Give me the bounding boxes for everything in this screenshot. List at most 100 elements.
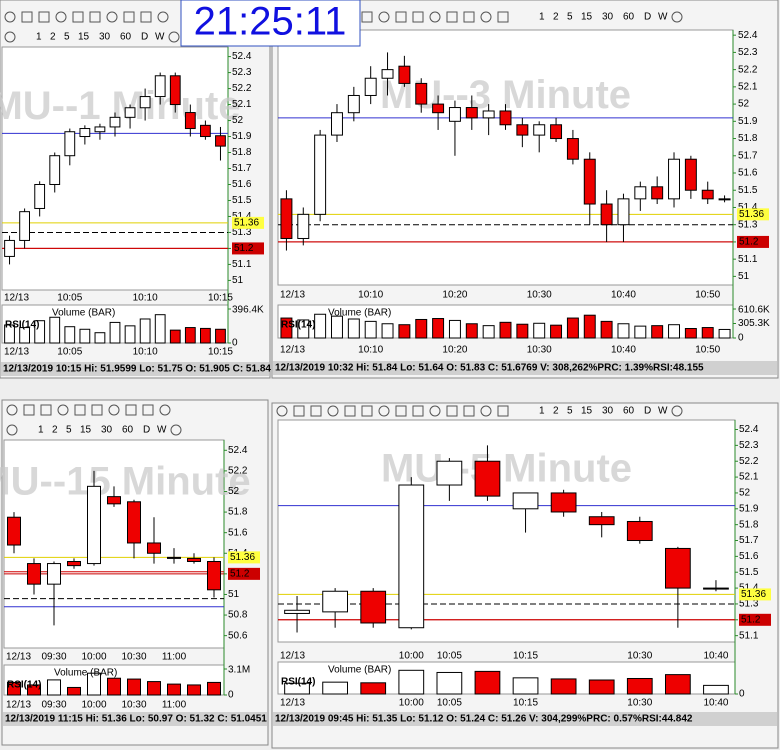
y-tick-label: 50.6 xyxy=(228,630,248,641)
toolbar-icon[interactable] xyxy=(142,404,154,416)
toolbar-icon[interactable] xyxy=(446,11,458,23)
toolbar-icon[interactable] xyxy=(23,404,35,416)
toolbar-icon[interactable] xyxy=(91,404,103,416)
toolbar-icon[interactable] xyxy=(378,405,390,417)
period-button[interactable]: 60 xyxy=(623,406,635,417)
volume-bar xyxy=(474,670,501,695)
period-button[interactable]: 5 xyxy=(64,32,70,43)
toolbar-icon[interactable] xyxy=(344,405,356,417)
toolbar-icon[interactable] xyxy=(412,405,424,417)
period-button[interactable]: 2 xyxy=(52,425,58,436)
toolbar-icon[interactable] xyxy=(57,404,69,416)
volume-bar xyxy=(664,674,691,695)
period-button[interactable]: 2 xyxy=(50,32,56,43)
toolbar-icon[interactable] xyxy=(671,11,683,23)
period-button[interactable]: 15 xyxy=(581,406,593,417)
period-button[interactable]: 2 xyxy=(553,406,559,417)
status-text: 12/13/2019 10:15 Hi: 51.9599 Lo: 51.75 O… xyxy=(3,364,271,375)
period-button[interactable]: D xyxy=(143,425,150,436)
toolbar-icon[interactable] xyxy=(429,405,441,417)
toolbar-icon[interactable] xyxy=(159,404,171,416)
volume-tick-label: 3.1M xyxy=(228,665,250,676)
period-button[interactable]: 1 xyxy=(38,425,44,436)
toolbar-icon[interactable] xyxy=(361,11,373,23)
period-button[interactable]: 15 xyxy=(78,32,90,43)
toolbar-icon[interactable] xyxy=(327,405,339,417)
period-button[interactable]: 5 xyxy=(66,425,72,436)
toolbar-icon[interactable] xyxy=(6,404,18,416)
toolbar-icon[interactable] xyxy=(395,11,407,23)
toolbar-icon[interactable] xyxy=(170,424,182,436)
period-button[interactable]: W xyxy=(658,12,668,23)
period-button[interactable]: 1 xyxy=(539,12,545,23)
period-button[interactable]: 30 xyxy=(602,406,614,417)
toolbar-icon[interactable] xyxy=(125,404,137,416)
period-button[interactable]: 30 xyxy=(99,32,111,43)
period-button[interactable]: 2 xyxy=(553,12,559,23)
period-button[interactable]: D xyxy=(644,406,651,417)
period-button[interactable]: 60 xyxy=(120,32,132,43)
toolbar-icon[interactable] xyxy=(276,405,288,417)
volume-bar xyxy=(107,677,121,696)
period-button[interactable]: 5 xyxy=(567,406,573,417)
y-tick-label: 51.8 xyxy=(228,507,248,518)
toolbar-icon[interactable] xyxy=(361,405,373,417)
period-button[interactable]: 30 xyxy=(602,12,614,23)
toolbar-icon[interactable] xyxy=(4,11,16,23)
toolbar-icon[interactable] xyxy=(378,11,390,23)
toolbar-icon[interactable] xyxy=(74,404,86,416)
period-button[interactable]: 1 xyxy=(539,406,545,417)
toolbar-icon[interactable] xyxy=(429,11,441,23)
volume-bar xyxy=(583,314,596,339)
period-button[interactable]: 15 xyxy=(80,425,92,436)
toolbar-icon[interactable] xyxy=(671,405,683,417)
toolbar-icon[interactable] xyxy=(108,404,120,416)
period-button[interactable]: 60 xyxy=(122,425,134,436)
toolbar-icon[interactable] xyxy=(463,11,475,23)
toolbar-icon[interactable] xyxy=(497,11,509,23)
period-button[interactable]: D xyxy=(141,32,148,43)
toolbar-icon[interactable] xyxy=(72,11,84,23)
toolbar-icon[interactable] xyxy=(310,405,322,417)
toolbar-icon[interactable] xyxy=(463,405,475,417)
period-button[interactable]: W xyxy=(155,32,165,43)
volume-bar xyxy=(701,327,714,339)
toolbar-icon[interactable] xyxy=(446,405,458,417)
chart-area xyxy=(1,46,229,291)
toolbar-icon[interactable] xyxy=(106,11,118,23)
period-button[interactable]: 1 xyxy=(36,32,42,43)
x-tick-label: 11:00 xyxy=(162,700,187,711)
period-button[interactable]: 15 xyxy=(581,12,593,23)
period-button[interactable]: D xyxy=(644,12,651,23)
toolbar-icon[interactable] xyxy=(480,11,492,23)
period-button[interactable]: 5 xyxy=(567,12,573,23)
toolbar-icon[interactable] xyxy=(157,11,169,23)
toolbar-icon[interactable] xyxy=(55,11,67,23)
x-tick-label: 09:30 xyxy=(41,700,66,711)
toolbar-icon[interactable] xyxy=(40,404,52,416)
y-tick-label: 52 xyxy=(228,486,240,497)
toolbar-icon[interactable] xyxy=(395,405,407,417)
toolbar-icon[interactable] xyxy=(123,11,135,23)
x-tick-label: 10:20 xyxy=(442,345,467,356)
toolbar-icon[interactable] xyxy=(480,405,492,417)
period-button[interactable]: 60 xyxy=(623,12,635,23)
toolbar-icon[interactable] xyxy=(168,31,180,43)
toolbar-icon[interactable] xyxy=(497,405,509,417)
date-label: 12/13 xyxy=(4,347,29,358)
toolbar-icon[interactable] xyxy=(140,11,152,23)
toolbar-icon[interactable] xyxy=(38,11,50,23)
toolbar-icon[interactable] xyxy=(412,11,424,23)
period-button[interactable]: 30 xyxy=(101,425,113,436)
x-tick-label: 10:30 xyxy=(121,700,146,711)
volume-label: Volume (BAR) xyxy=(52,308,115,319)
y-tick-label: 51.7 xyxy=(739,535,759,546)
period-button[interactable]: W xyxy=(658,406,668,417)
toolbar-icon[interactable] xyxy=(6,424,18,436)
toolbar-icon[interactable] xyxy=(293,405,305,417)
toolbar-icon[interactable] xyxy=(21,11,33,23)
toolbar-icon[interactable] xyxy=(89,11,101,23)
status-bar xyxy=(273,712,777,726)
period-button[interactable]: W xyxy=(157,425,167,436)
toolbar-icon[interactable] xyxy=(4,31,16,43)
